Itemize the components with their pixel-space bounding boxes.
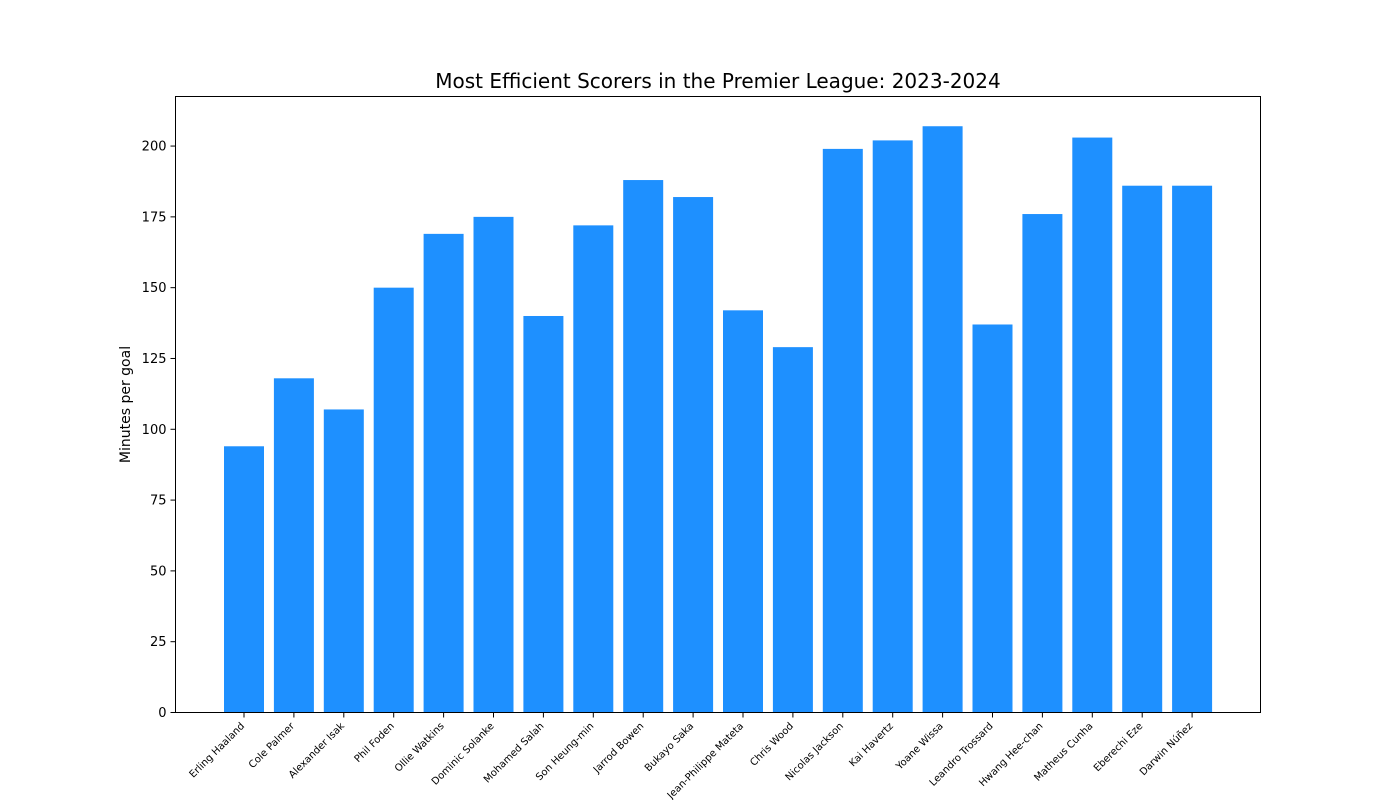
x-tick-label: Erling Haaland [188, 721, 248, 781]
x-tick-label: Darwin Núñez [1137, 720, 1195, 778]
x-tick-label: Phil Foden [353, 721, 397, 765]
y-tick-label: 125 [142, 352, 167, 367]
bar [623, 180, 664, 713]
plot-frame [175, 96, 1261, 713]
x-tick-label: Bukayo Saka [643, 721, 696, 774]
bar [922, 126, 963, 713]
y-tick-label: 100 [142, 423, 167, 438]
bar [224, 446, 264, 713]
y-tick-label: 50 [150, 564, 167, 579]
bar [523, 315, 564, 713]
bar [1022, 214, 1063, 713]
y-tick-label: 75 [150, 494, 167, 509]
bars-layer [224, 126, 1213, 713]
y-axis-label: Minutes per goal [118, 346, 134, 463]
y-tick-label: 200 [142, 140, 167, 155]
y-tick-label: 175 [142, 210, 167, 225]
bar [573, 225, 614, 713]
bar [273, 378, 314, 713]
y-tick-label: 150 [142, 281, 167, 296]
bar [673, 197, 714, 713]
x-tick-label: Yoane Wissa [894, 721, 946, 773]
x-tick-label: Alexander Isak [287, 721, 347, 781]
bar [822, 148, 863, 713]
bar [772, 347, 813, 713]
x-tick-label: Kai Havertz [847, 721, 895, 769]
x-tick-label: Jarrod Bowen [591, 721, 646, 776]
chart-title: Most Efficient Scorers in the Premier Le… [435, 69, 1000, 93]
y-tick-label: 0 [158, 706, 166, 721]
bar [423, 233, 464, 713]
bar [872, 140, 913, 713]
y-axis-ticks: 0 25 50 75 100 125 150 175 200 [142, 140, 176, 721]
bar [1172, 185, 1213, 713]
x-tick-label: Cole Palmer [247, 720, 298, 771]
bar [373, 287, 414, 713]
bar [473, 216, 514, 713]
x-tick-label: Ollie Watkins [393, 721, 447, 775]
x-tick-label: Chris Wood [748, 721, 796, 769]
bar [1122, 185, 1163, 713]
x-tick-label: Eberechi Eze [1092, 721, 1145, 774]
bar [323, 409, 364, 713]
bar [972, 324, 1013, 713]
bar [1072, 137, 1113, 713]
y-tick-label: 25 [150, 635, 167, 650]
bar [723, 310, 763, 713]
